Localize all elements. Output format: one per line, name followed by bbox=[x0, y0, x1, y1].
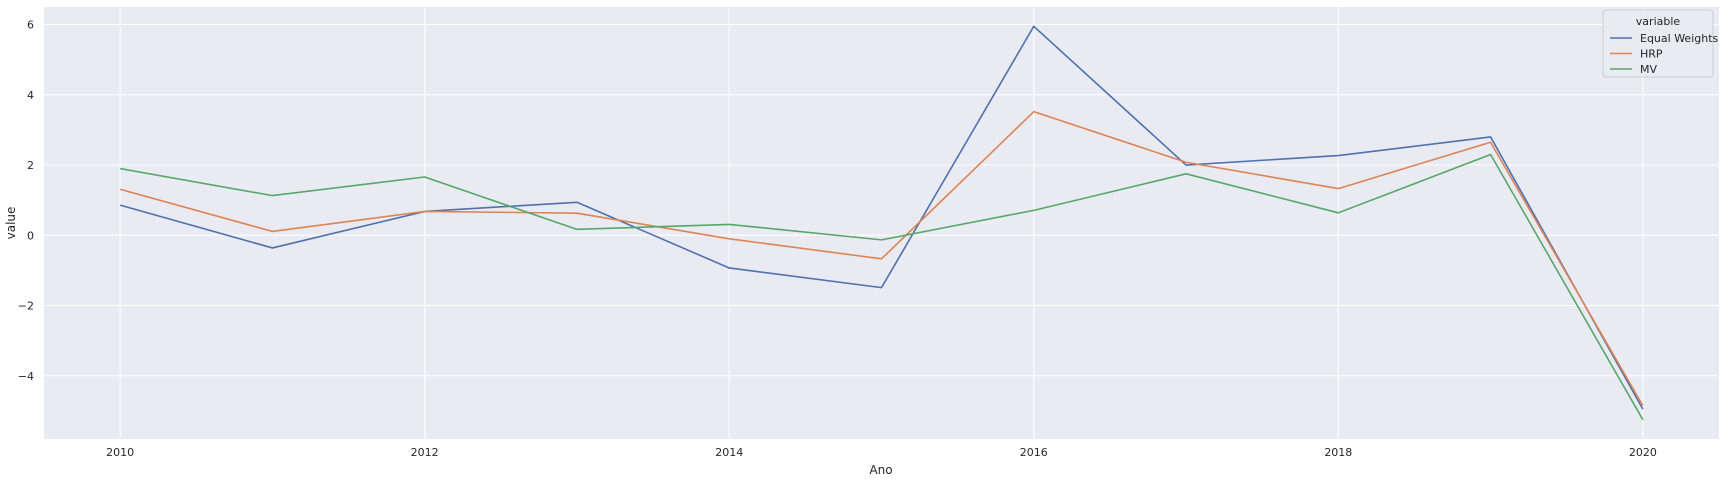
legend: variable Equal Weights HRP MV bbox=[1602, 9, 1719, 78]
grid bbox=[44, 7, 1719, 439]
series-line-mv bbox=[119, 153, 1644, 421]
x-tick-label: 2012 bbox=[411, 446, 439, 459]
y-tick-label: 2 bbox=[27, 159, 34, 172]
plot-background bbox=[44, 7, 1719, 439]
legend-title: variable bbox=[1636, 15, 1681, 28]
legend-label: HRP bbox=[1640, 48, 1663, 61]
y-tick-label: 6 bbox=[27, 19, 34, 32]
x-tick-label: 2018 bbox=[1324, 446, 1352, 459]
series-line-equal-weights bbox=[119, 25, 1644, 410]
x-tick-label: 2016 bbox=[1020, 446, 1048, 459]
legend-label: Equal Weights bbox=[1640, 32, 1719, 45]
y-tick-labels: 6 4 2 0 −2 −4 bbox=[18, 19, 34, 383]
legend-label: MV bbox=[1640, 63, 1657, 76]
y-tick-label: 0 bbox=[27, 229, 34, 242]
y-tick-label: 4 bbox=[27, 89, 34, 102]
y-axis-label: value bbox=[4, 207, 18, 240]
x-axis-label: Ano bbox=[869, 463, 892, 477]
series-line-hrp bbox=[119, 110, 1644, 407]
series-lines bbox=[119, 25, 1644, 421]
x-tick-labels: 2010 2012 2014 2016 2018 2020 bbox=[106, 446, 1657, 459]
legend-box bbox=[1602, 9, 1714, 78]
x-tick-label: 2020 bbox=[1629, 446, 1657, 459]
y-tick-label: −4 bbox=[18, 370, 34, 383]
x-tick-label: 2010 bbox=[106, 446, 134, 459]
y-tick-label: −2 bbox=[18, 300, 34, 313]
x-tick-label: 2014 bbox=[715, 446, 743, 459]
legend-items: Equal Weights HRP MV bbox=[1610, 32, 1719, 76]
